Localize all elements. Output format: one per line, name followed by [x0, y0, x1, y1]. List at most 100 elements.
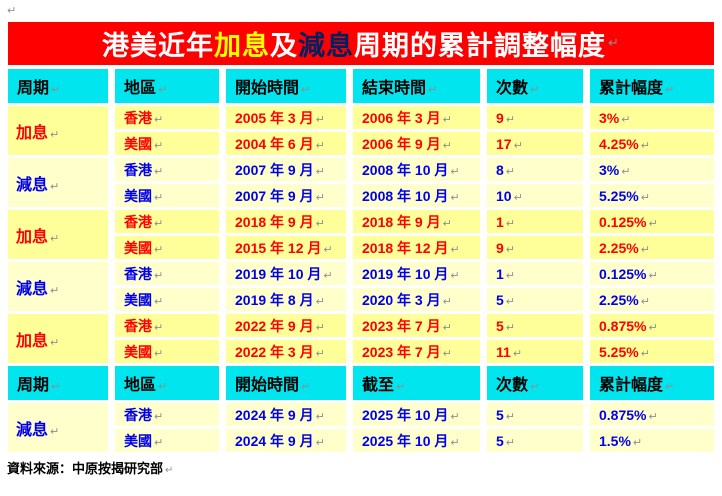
cell-end-date: 2006 年 9 月 ↵: [353, 132, 480, 155]
cell-cumulative-range-text: 1.5%: [599, 432, 631, 449]
return-mark-icon: ↵: [428, 83, 438, 96]
cell-cumulative-range-text: 0.875%: [599, 406, 647, 423]
cycle-label: 加息 ↵: [8, 210, 108, 259]
return-mark-icon: ↵: [505, 242, 516, 256]
cell-region: 香港 ↵: [115, 314, 219, 337]
cell-start-date: 2015 年 12 月 ↵: [226, 236, 346, 259]
return-mark-icon: ↵: [640, 242, 650, 256]
cell-count-text: 10: [496, 187, 512, 204]
cell-cumulative-range: 0.125% ↵: [590, 210, 714, 233]
table-row: 美國 ↵ 2024 年 9 月 ↵ 2025 年 10 月 ↵ 5 ↵ 1.5% ↵: [8, 429, 714, 452]
cell-end-date: 2023 年 7 月 ↵: [353, 314, 480, 337]
return-mark-icon: ↵: [154, 409, 164, 423]
return-mark-icon: ↵: [396, 380, 406, 393]
cell-start-date: 2005 年 3 月 ↵: [226, 106, 346, 129]
header-col-0: 周期 ↵: [8, 69, 108, 103]
cell-count: 1 ↵: [487, 262, 583, 285]
cell-cumulative-range-text: 2.25%: [599, 239, 639, 256]
header-col-3-text: 截至: [362, 377, 395, 394]
return-mark-icon: ↵: [315, 138, 325, 152]
cell-end-date: 2023 年 7 月 ↵: [353, 340, 480, 363]
header-col-1: 地區 ↵: [115, 69, 219, 103]
cell-cumulative-range-text: 0.125%: [599, 213, 647, 230]
cell-count: 11 ↵: [487, 340, 583, 363]
cell-end-date: 2020 年 3 月 ↵: [353, 288, 480, 311]
cell-count: 5 ↵: [487, 288, 583, 311]
cell-region-text: 香港: [124, 161, 152, 178]
cycle-label-text: 減息: [16, 280, 49, 298]
return-mark-icon: ↵: [51, 83, 61, 96]
cell-start-date-text: 2005 年 3 月: [235, 109, 314, 126]
cell-count: 9 ↵: [487, 236, 583, 259]
header-col-5: 累計幅度 ↵: [590, 69, 714, 103]
cell-cumulative-range-text: 5.25%: [599, 343, 639, 360]
cell-cumulative-range-text: 3%: [599, 161, 620, 178]
cell-count: 9 ↵: [487, 106, 583, 129]
return-mark-icon: ↵: [154, 294, 164, 308]
cycle-label-text: 加息: [16, 332, 49, 350]
return-mark-icon: ↵: [50, 127, 60, 141]
return-mark-icon: ↵: [50, 179, 60, 193]
cell-end-date-text: 2018 年 12 月: [362, 239, 449, 256]
return-mark-icon: ↵: [450, 242, 460, 256]
return-mark-icon: ↵: [513, 190, 523, 204]
return-mark-icon: ↵: [315, 435, 325, 449]
header-col-1-text: 地區: [124, 377, 157, 394]
table-row: 加息 ↵ 香港 ↵ 2005 年 3 月 ↵ 2006 年 3 月 ↵ 9 ↵ 3% ↵: [8, 106, 714, 155]
table-row: 減息 ↵ 香港 ↵ 2019 年 10 月 ↵ 2019 年 10 月 ↵ 1 ↵ 0.125% ↵: [8, 262, 714, 311]
cell-count-text: 9: [496, 109, 504, 126]
table-row: 美國 ↵ 2015 年 12 月 ↵ 2018 年 12 月 ↵ 9 ↵ 2.25% ↵: [8, 236, 714, 259]
return-mark-icon: ↵: [165, 465, 174, 476]
header-col-2: 開始時間 ↵: [226, 366, 346, 400]
header-col-4-text: 次數: [496, 377, 529, 394]
cell-start-date: 2022 年 3 月 ↵: [226, 340, 346, 363]
return-mark-icon: ↵: [442, 320, 452, 334]
return-mark-icon: ↵: [450, 435, 460, 449]
table-row: 減息 ↵ 香港 ↵ 2024 年 9 月 ↵ 2025 年 10 月 ↵ 5 ↵ 0.875% ↵: [8, 403, 714, 452]
return-mark-icon: ↵: [301, 380, 311, 393]
cell-region: 香港 ↵: [115, 262, 219, 285]
cell-end-date: 2025 年 10 月 ↵: [353, 429, 480, 452]
cell-cumulative-range: 2.25% ↵: [590, 236, 714, 259]
return-mark-icon: ↵: [154, 164, 164, 178]
title-segment-hike: 加息: [214, 31, 271, 61]
title-segment: 港美近年: [102, 31, 215, 61]
page-title: 港美近年 加息 及 減息 周期的累計調整幅度 ↵: [8, 22, 714, 65]
cell-count-text: 17: [496, 135, 512, 152]
return-mark-icon: ↵: [323, 242, 333, 256]
cell-cumulative-range: 3% ↵: [590, 106, 714, 129]
title-segment: 及: [270, 31, 299, 61]
cell-end-date: 2018 年 12 月 ↵: [353, 236, 480, 259]
return-mark-icon: ↵: [505, 320, 516, 334]
return-mark-icon: ↵: [648, 268, 658, 282]
cell-region-text: 美國: [124, 239, 152, 256]
header-col-0-text: 周期: [17, 377, 50, 394]
header-col-5-text: 累計幅度: [599, 377, 664, 394]
cell-end-date: 2019 年 10 月 ↵: [353, 262, 480, 285]
return-mark-icon: ↵: [632, 435, 643, 449]
header-col-5: 累計幅度 ↵: [590, 366, 714, 400]
cell-end-date: 2008 年 10 月 ↵: [353, 158, 480, 181]
cell-region: 香港 ↵: [115, 403, 219, 426]
cell-cumulative-range: 3% ↵: [590, 158, 714, 181]
header-col-2: 開始時間 ↵: [226, 69, 346, 103]
return-mark-icon: ↵: [450, 409, 460, 423]
return-mark-icon: ↵: [450, 190, 460, 204]
return-mark-icon: ↵: [315, 164, 325, 178]
cell-region-text: 香港: [124, 109, 152, 126]
cell-start-date-text: 2019 年 10 月: [235, 265, 322, 282]
cell-region-text: 香港: [124, 265, 152, 282]
cell-cumulative-range: 2.25% ↵: [590, 288, 714, 311]
cell-region-text: 美國: [124, 432, 152, 449]
return-mark-icon: ↵: [505, 112, 516, 126]
return-mark-icon: ↵: [154, 242, 164, 256]
cell-region: 美國 ↵: [115, 288, 219, 311]
cell-count: 5 ↵: [487, 403, 583, 426]
return-mark-icon: ↵: [505, 409, 516, 423]
cell-end-date: 2025 年 10 月 ↵: [353, 403, 480, 426]
cell-start-date: 2018 年 9 月 ↵: [226, 210, 346, 233]
cell-start-date-text: 2018 年 9 月: [235, 213, 314, 230]
header-col-4-text: 次數: [496, 80, 529, 97]
cell-end-date-text: 2008 年 10 月: [362, 161, 449, 178]
return-mark-icon: ↵: [530, 380, 540, 393]
